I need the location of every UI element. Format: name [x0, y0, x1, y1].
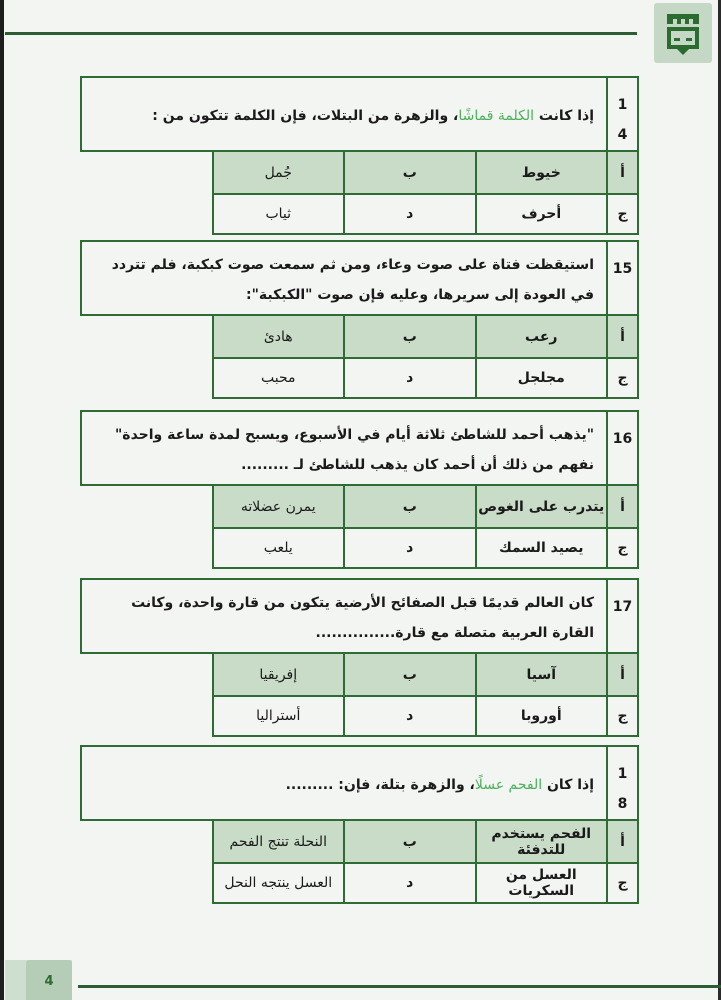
option-a[interactable]: يتدرب على الغوص — [474, 484, 608, 529]
option-letter-c: ج — [606, 695, 639, 737]
option-letter-d: د — [343, 357, 477, 399]
option-letter-b: ب — [343, 484, 477, 529]
option-letter-a: أ — [606, 314, 639, 359]
option-d[interactable]: ثياب — [211, 193, 345, 235]
question-14: 14 إذا كانت الكلمة قماشًا، والزهرة من ال… — [80, 76, 639, 235]
question-text: استيقظت فتاة على صوت وعاء، ومن ثم سمعت ص… — [80, 240, 608, 316]
option-letter-b: ب — [343, 150, 477, 195]
option-b[interactable]: يمرن عضلاته — [211, 484, 345, 529]
question-number: 18 — [606, 745, 639, 821]
option-c[interactable]: أحرف — [474, 193, 608, 235]
question-text: "يذهب أحمد للشاطئ ثلاثة أيام في الأسبوع،… — [80, 410, 608, 486]
footer-divider — [78, 985, 721, 988]
option-letter-c: ج — [606, 527, 639, 569]
question-18: 18 إذا كان الفحم عسلًا، والزهرة بتلة، فإ… — [80, 745, 639, 904]
question-15: 15 استيقظت فتاة على صوت وعاء، ومن ثم سمع… — [80, 240, 639, 399]
option-letter-b: ب — [343, 314, 477, 359]
question-number: 15 — [606, 240, 639, 316]
header-divider — [5, 32, 637, 35]
option-c[interactable]: العسل من السكريات — [474, 862, 608, 904]
option-letter-c: ج — [606, 357, 639, 399]
question-text: إذا كانت الكلمة قماشًا، والزهرة من البتل… — [80, 76, 608, 152]
question-16: 16 "يذهب أحمد للشاطئ ثلاثة أيام في الأسب… — [80, 410, 639, 569]
option-letter-d: د — [343, 862, 477, 904]
option-letter-d: د — [343, 193, 477, 235]
option-b[interactable]: إفريقيا — [211, 652, 345, 697]
option-c[interactable]: مجلجل — [474, 357, 608, 399]
option-b[interactable]: جُمل — [211, 150, 345, 195]
question-number: 17 — [606, 578, 639, 654]
option-a[interactable]: الفحم يستخدم للتدفئة — [474, 819, 608, 864]
option-d[interactable]: يلعب — [211, 527, 345, 569]
option-letter-d: د — [343, 695, 477, 737]
option-a[interactable]: رعب — [474, 314, 608, 359]
page-number-box: 4 — [5, 960, 72, 1000]
highlighted-phrase: الكلمة قماشًا — [458, 108, 534, 124]
screen-edge-left — [0, 0, 4, 1000]
option-letter-d: د — [343, 527, 477, 569]
option-a[interactable]: آسيا — [474, 652, 608, 697]
logo — [654, 3, 712, 63]
question-17: 17 كان العالم قديمًا قبل الصفائح الأرضية… — [80, 578, 639, 737]
option-d[interactable]: العسل ينتجه النحل — [211, 862, 345, 904]
option-letter-b: ب — [343, 652, 477, 697]
question-text: إذا كان الفحم عسلًا، والزهرة بتلة، فإن: … — [80, 745, 608, 821]
option-c[interactable]: أوروبا — [474, 695, 608, 737]
question-text: كان العالم قديمًا قبل الصفائح الأرضية يت… — [80, 578, 608, 654]
option-c[interactable]: يصيد السمك — [474, 527, 608, 569]
highlighted-phrase: الفحم عسلًا — [474, 777, 543, 793]
option-letter-a: أ — [606, 652, 639, 697]
option-d[interactable]: أستراليا — [211, 695, 345, 737]
screen-edge-right — [718, 0, 721, 1000]
option-b[interactable]: هادئ — [211, 314, 345, 359]
option-letter-b: ب — [343, 819, 477, 864]
option-a[interactable]: خيوط — [474, 150, 608, 195]
option-d[interactable]: محبب — [211, 357, 345, 399]
castle-emblem-icon — [667, 14, 699, 55]
option-letter-a: أ — [606, 484, 639, 529]
option-letter-c: ج — [606, 193, 639, 235]
question-number: 14 — [606, 76, 639, 152]
option-letter-a: أ — [606, 150, 639, 195]
question-number: 16 — [606, 410, 639, 486]
page-number: 4 — [44, 974, 54, 989]
option-letter-a: أ — [606, 819, 639, 864]
option-letter-c: ج — [606, 862, 639, 904]
option-b[interactable]: النحلة تنتج الفحم — [211, 819, 345, 864]
